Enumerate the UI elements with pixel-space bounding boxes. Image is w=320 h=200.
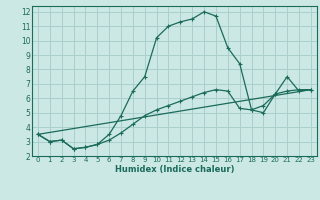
X-axis label: Humidex (Indice chaleur): Humidex (Indice chaleur) bbox=[115, 165, 234, 174]
